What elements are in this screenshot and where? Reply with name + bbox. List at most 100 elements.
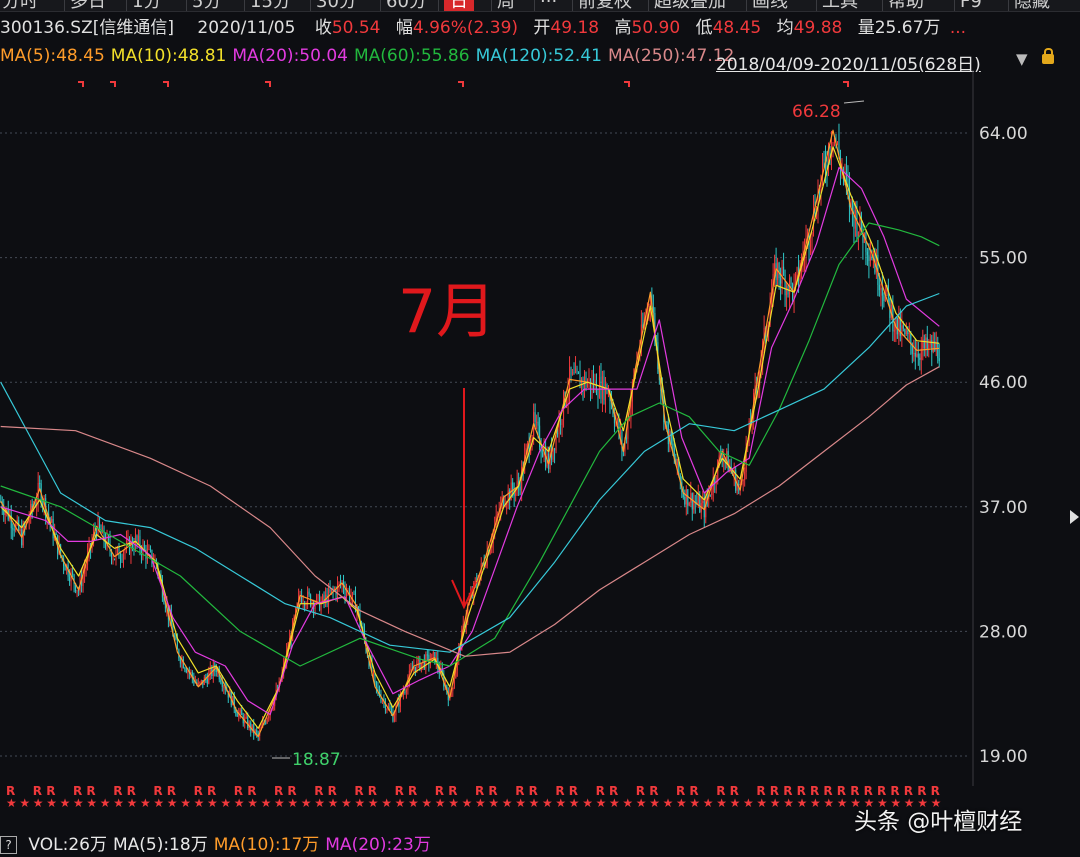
period-toolbar: 分时 多日 1分 5分 15分 30分 60分 日 周 ··· 前复权 超级叠加 画线 工具 帮助 F9 隐藏	[0, 0, 1080, 12]
tab-11[interactable]: 超级叠加	[654, 0, 726, 12]
candle-body	[934, 341, 936, 351]
signal-star: ★	[931, 796, 942, 810]
tab-12[interactable]: 画线	[752, 0, 788, 12]
candle-body	[922, 339, 924, 349]
toolbar-separator	[648, 0, 649, 11]
signal-r: R	[113, 784, 122, 798]
candle-body	[899, 316, 901, 336]
candle-body	[329, 589, 331, 592]
candle-body	[106, 536, 108, 547]
toolbar-separator	[572, 0, 573, 11]
volume-legend: ? VOL:26万 MA(5):18万 MA(10):17万 MA(20):23万	[0, 834, 437, 857]
tab-13[interactable]: 工具	[822, 0, 858, 12]
chevron-right-icon[interactable]	[1070, 510, 1079, 524]
candle-body	[684, 496, 686, 505]
candle-body	[351, 592, 354, 598]
tab-2[interactable]: 1分	[132, 0, 162, 12]
candle-body	[229, 691, 231, 698]
lock-icon[interactable]	[1042, 48, 1054, 64]
low-group: 低48.45	[696, 18, 762, 38]
tab-8[interactable]: 周	[497, 0, 515, 12]
candle-body	[149, 548, 151, 551]
candle-body	[829, 147, 831, 157]
candle-body	[119, 558, 122, 560]
candle-body	[682, 491, 684, 497]
candle-body	[247, 716, 249, 728]
candle-body	[97, 519, 99, 536]
signal-flag	[265, 81, 271, 87]
kline-chart[interactable]: 64.00 55.00 46.00 37.00 28.00 19.00 66.28 18.87…	[0, 70, 1080, 834]
candle-body	[931, 340, 933, 352]
candle-body	[350, 597, 352, 601]
candle-body	[908, 333, 910, 335]
more-indicator[interactable]: ...	[949, 18, 967, 38]
tab-5[interactable]: 30分	[316, 0, 357, 12]
max-price-label: 66.28	[792, 102, 841, 122]
tab-1[interactable]: 多日	[70, 0, 106, 12]
help-icon[interactable]: ?	[0, 836, 17, 854]
signal-r: R	[636, 784, 645, 798]
ma-line-0	[0, 129, 940, 738]
candle-body	[796, 267, 798, 275]
candle-body	[257, 732, 259, 736]
tab-10[interactable]: 前复权	[578, 0, 632, 12]
tab-9[interactable]: ···	[540, 0, 558, 12]
candle-body	[685, 489, 687, 505]
candle-body	[503, 496, 505, 506]
signal-r: R	[6, 784, 15, 798]
candle-body	[479, 573, 481, 584]
candle-body	[670, 431, 672, 444]
signal-r: R	[207, 784, 216, 798]
candle-body	[10, 515, 12, 529]
candle-body	[175, 637, 177, 640]
candle-body	[815, 216, 818, 218]
signal-star: ★	[33, 796, 44, 810]
candle-body	[359, 609, 361, 624]
candle-body	[783, 266, 785, 275]
signal-star: ★	[488, 796, 499, 810]
tab-6[interactable]: 60分	[386, 0, 427, 12]
candle-body	[137, 535, 139, 542]
signal-r: R	[46, 784, 55, 798]
candle-body	[567, 391, 569, 401]
chevron-down-icon[interactable]: ▼	[1016, 50, 1028, 68]
candle-body	[902, 325, 904, 329]
candle-body	[60, 544, 62, 556]
candle-body	[699, 495, 701, 513]
candle-body	[780, 278, 782, 284]
candle-body	[241, 709, 243, 716]
candle-body	[727, 451, 729, 472]
candle-body	[191, 672, 193, 678]
candle-body	[81, 577, 83, 586]
tab-14[interactable]: 帮助	[888, 0, 924, 12]
candle-body	[850, 199, 852, 208]
candle-body	[845, 171, 847, 180]
candle-body	[917, 353, 919, 358]
volume-group: 量25.67万	[858, 18, 941, 38]
tab-16[interactable]: 隐藏	[1014, 0, 1050, 12]
hand-annotation: 7月	[398, 277, 496, 347]
date-range[interactable]: 2018/04/09-2020/11/05(628日)	[716, 55, 981, 75]
candle-body	[613, 414, 615, 424]
signal-r: R	[167, 784, 176, 798]
candle-body	[883, 295, 885, 301]
candle-body	[588, 378, 590, 383]
signal-r: R	[515, 784, 524, 798]
tab-15[interactable]: F9	[960, 0, 982, 12]
candle-body	[506, 503, 508, 506]
candle-body	[181, 659, 183, 664]
candle-body	[497, 513, 499, 516]
candle-body	[405, 690, 407, 693]
tab-3[interactable]: 5分	[192, 0, 222, 12]
candle-body	[322, 595, 324, 603]
tab-7[interactable]: 日	[444, 0, 474, 11]
candle-body	[208, 672, 210, 684]
candle-body	[164, 603, 166, 609]
candle-body	[268, 715, 270, 719]
candle-body	[742, 480, 744, 482]
tab-4[interactable]: 15分	[250, 0, 291, 12]
candle-body	[913, 352, 915, 354]
tab-0[interactable]: 分时	[2, 0, 38, 12]
signal-star: ★	[689, 796, 700, 810]
candle-body	[395, 705, 397, 716]
